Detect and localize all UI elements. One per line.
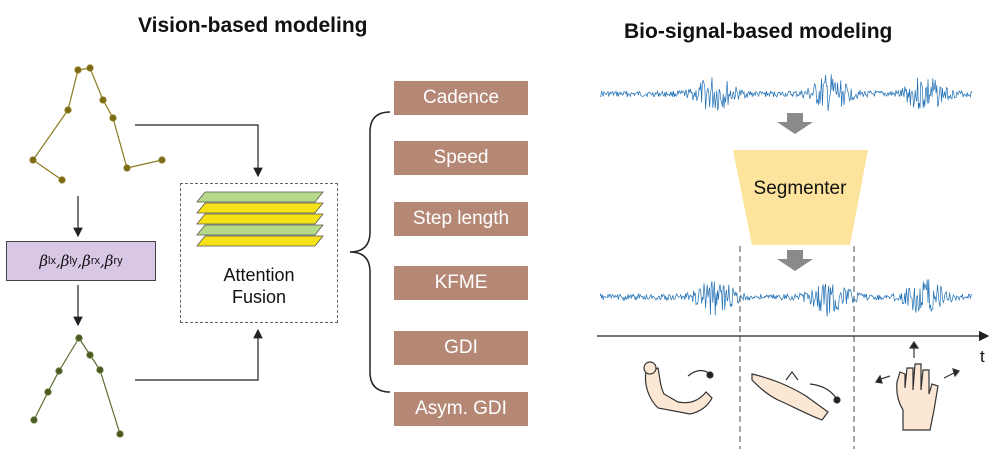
metric-cadence: Cadence xyxy=(394,81,528,115)
stacked-layers-icon xyxy=(196,191,324,247)
down-arrow-2 xyxy=(777,250,813,271)
biosignal-title: Bio-signal-based modeling xyxy=(624,20,893,43)
down-arrow-1 xyxy=(777,113,813,134)
fusion-label-line-2: Fusion xyxy=(231,287,287,307)
raw-emg-signal xyxy=(599,74,973,111)
vision-title: Vision-based modeling xyxy=(138,14,368,37)
fusion-label-line-1: Attention xyxy=(223,265,295,285)
metric-speed: Speed xyxy=(394,141,528,175)
metric-kfme: KFME xyxy=(394,266,528,300)
segmented-emg-signal xyxy=(599,279,973,317)
segmenter-block xyxy=(733,150,868,245)
metric-step-length: Step length xyxy=(394,202,528,236)
sig-top-trace xyxy=(599,74,973,111)
hand-spread-icon xyxy=(874,340,961,431)
segmenter-label: Segmenter xyxy=(753,178,847,199)
wrist-rotation-icon xyxy=(751,371,841,421)
lower-skeleton-icon xyxy=(30,334,124,438)
metric-gdi: GDI xyxy=(394,331,528,365)
attention-fusion-box xyxy=(180,183,338,323)
attention-fusion-label: Attention Fusion xyxy=(180,264,338,308)
sig-bot-trace xyxy=(599,279,973,317)
upper-skeleton-icon xyxy=(29,64,166,184)
elbow-flexion-icon xyxy=(643,361,714,415)
metric-asym-gdi: Asym. GDI xyxy=(394,392,528,426)
time-axis-label: t xyxy=(980,347,985,366)
curly-brace xyxy=(349,111,391,393)
body-params-box: β lx, β ly, β rx, β ry xyxy=(6,241,156,281)
